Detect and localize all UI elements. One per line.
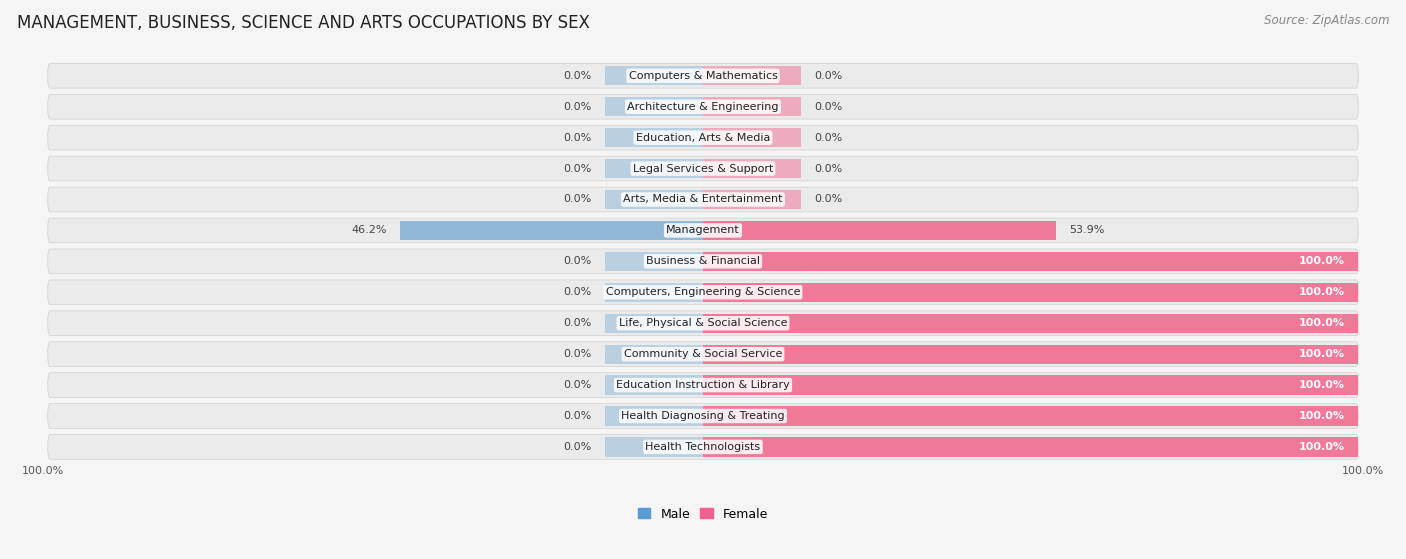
Bar: [703, 376, 1358, 395]
Bar: [605, 252, 703, 271]
Bar: [703, 97, 801, 116]
Bar: [605, 314, 703, 333]
Bar: [703, 190, 801, 209]
Text: Management: Management: [666, 225, 740, 235]
Text: 0.0%: 0.0%: [564, 380, 592, 390]
Bar: [605, 66, 703, 86]
Bar: [605, 97, 703, 116]
FancyBboxPatch shape: [48, 94, 1358, 119]
Text: 0.0%: 0.0%: [564, 287, 592, 297]
Bar: [703, 437, 1358, 457]
Text: 0.0%: 0.0%: [564, 102, 592, 112]
Bar: [605, 159, 703, 178]
FancyBboxPatch shape: [48, 156, 1358, 181]
Text: Education Instruction & Library: Education Instruction & Library: [616, 380, 790, 390]
FancyBboxPatch shape: [48, 63, 1358, 88]
Bar: [605, 190, 703, 209]
Text: 100.0%: 100.0%: [1299, 318, 1346, 328]
Text: Legal Services & Support: Legal Services & Support: [633, 164, 773, 173]
Text: 0.0%: 0.0%: [814, 195, 842, 205]
Bar: [703, 283, 1358, 302]
Text: 100.0%: 100.0%: [1299, 257, 1346, 266]
Text: Life, Physical & Social Science: Life, Physical & Social Science: [619, 318, 787, 328]
Bar: [605, 406, 703, 425]
Text: 100.0%: 100.0%: [1299, 442, 1346, 452]
Text: 46.2%: 46.2%: [352, 225, 387, 235]
Text: 100.0%: 100.0%: [1343, 466, 1385, 476]
Bar: [605, 376, 703, 395]
Bar: [703, 66, 801, 86]
Text: 100.0%: 100.0%: [1299, 411, 1346, 421]
Text: Arts, Media & Entertainment: Arts, Media & Entertainment: [623, 195, 783, 205]
Text: 0.0%: 0.0%: [814, 71, 842, 81]
Text: Health Technologists: Health Technologists: [645, 442, 761, 452]
Bar: [605, 344, 703, 364]
Text: 0.0%: 0.0%: [814, 102, 842, 112]
FancyBboxPatch shape: [48, 125, 1358, 150]
Text: 0.0%: 0.0%: [564, 164, 592, 173]
FancyBboxPatch shape: [48, 311, 1358, 335]
Text: 0.0%: 0.0%: [564, 132, 592, 143]
Bar: [703, 314, 1358, 333]
Bar: [605, 283, 703, 302]
FancyBboxPatch shape: [48, 249, 1358, 274]
Text: 0.0%: 0.0%: [564, 257, 592, 266]
Text: 0.0%: 0.0%: [564, 195, 592, 205]
Text: 0.0%: 0.0%: [564, 442, 592, 452]
FancyBboxPatch shape: [48, 404, 1358, 428]
Text: 0.0%: 0.0%: [564, 349, 592, 359]
Bar: [703, 252, 1358, 271]
Text: 100.0%: 100.0%: [1299, 349, 1346, 359]
Bar: [605, 128, 703, 147]
Text: 0.0%: 0.0%: [564, 318, 592, 328]
Text: Computers, Engineering & Science: Computers, Engineering & Science: [606, 287, 800, 297]
Bar: [605, 437, 703, 457]
FancyBboxPatch shape: [48, 187, 1358, 212]
FancyBboxPatch shape: [48, 342, 1358, 367]
Text: Architecture & Engineering: Architecture & Engineering: [627, 102, 779, 112]
Text: 0.0%: 0.0%: [814, 132, 842, 143]
Bar: [703, 406, 1358, 425]
Text: 100.0%: 100.0%: [21, 466, 63, 476]
Text: 100.0%: 100.0%: [1299, 287, 1346, 297]
FancyBboxPatch shape: [48, 280, 1358, 305]
Text: Computers & Mathematics: Computers & Mathematics: [628, 71, 778, 81]
Text: 0.0%: 0.0%: [564, 411, 592, 421]
Bar: [703, 159, 801, 178]
Text: 53.9%: 53.9%: [1070, 225, 1105, 235]
Text: MANAGEMENT, BUSINESS, SCIENCE AND ARTS OCCUPATIONS BY SEX: MANAGEMENT, BUSINESS, SCIENCE AND ARTS O…: [17, 14, 589, 32]
Bar: [703, 221, 1056, 240]
Text: 100.0%: 100.0%: [1299, 380, 1346, 390]
Text: Community & Social Service: Community & Social Service: [624, 349, 782, 359]
FancyBboxPatch shape: [48, 218, 1358, 243]
Text: Health Diagnosing & Treating: Health Diagnosing & Treating: [621, 411, 785, 421]
Text: Education, Arts & Media: Education, Arts & Media: [636, 132, 770, 143]
Bar: [401, 221, 703, 240]
Text: 0.0%: 0.0%: [564, 71, 592, 81]
Text: 0.0%: 0.0%: [814, 164, 842, 173]
Legend: Male, Female: Male, Female: [633, 503, 773, 525]
Text: Business & Financial: Business & Financial: [645, 257, 761, 266]
Text: Source: ZipAtlas.com: Source: ZipAtlas.com: [1264, 14, 1389, 27]
Bar: [703, 128, 801, 147]
FancyBboxPatch shape: [48, 434, 1358, 459]
FancyBboxPatch shape: [48, 373, 1358, 397]
Bar: [703, 344, 1358, 364]
